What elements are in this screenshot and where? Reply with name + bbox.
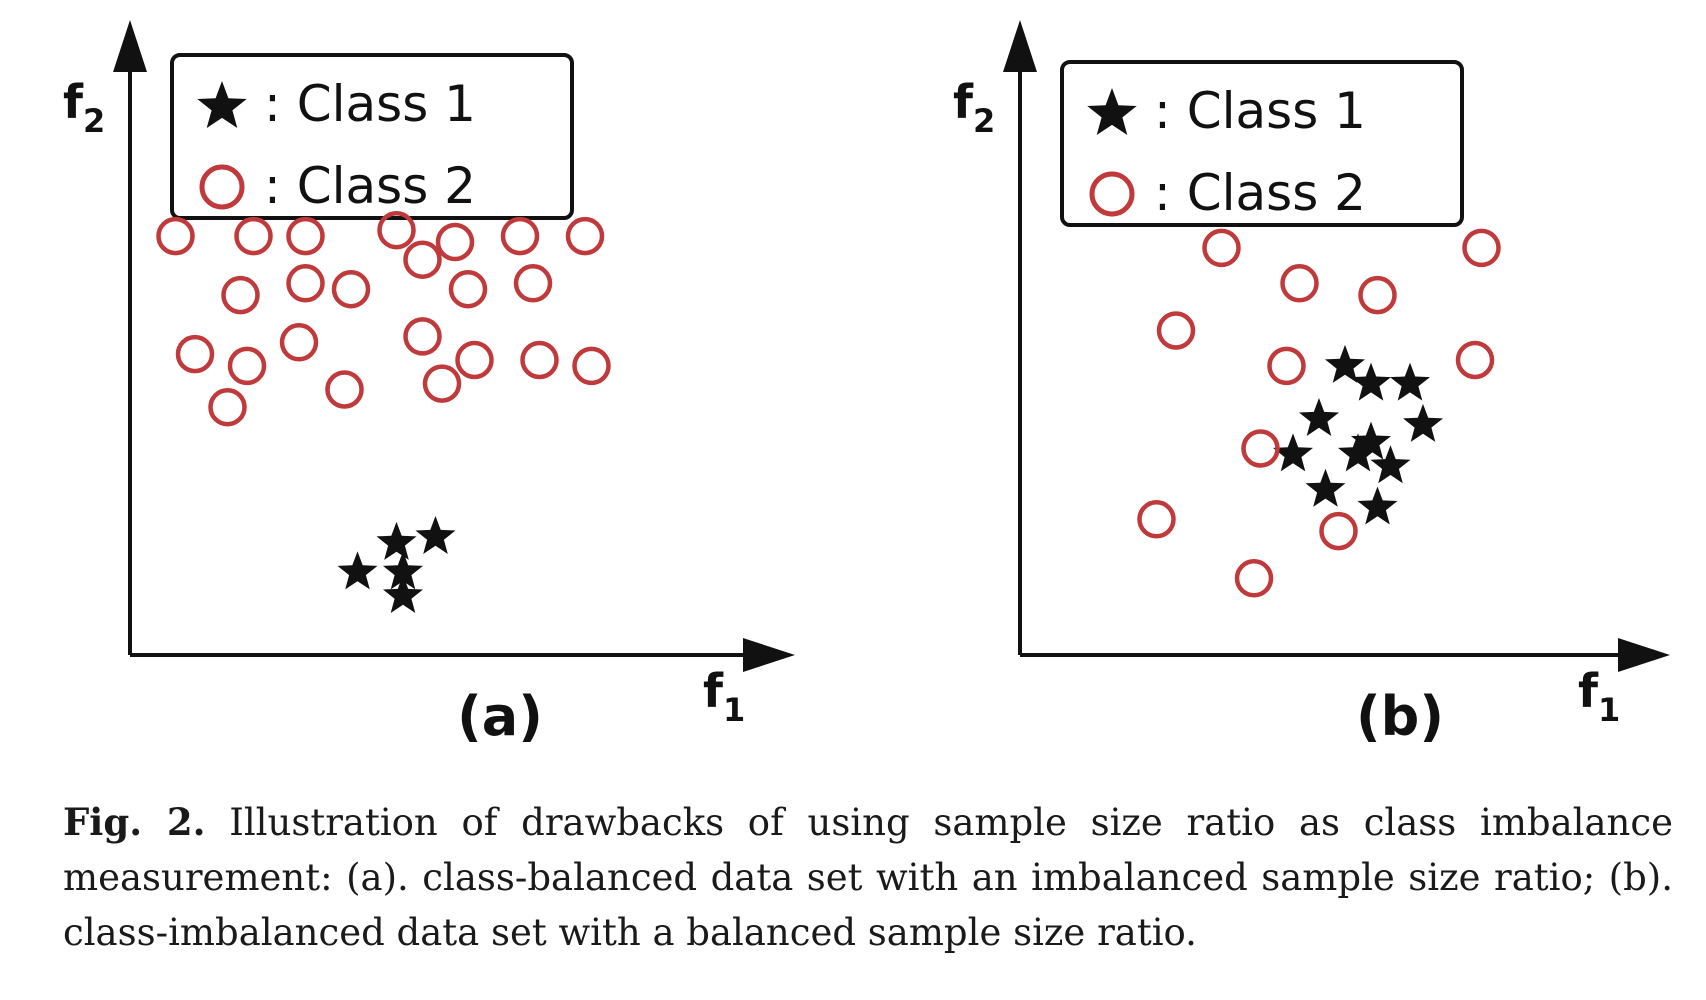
data-point-star xyxy=(1403,403,1443,442)
data-point-circle xyxy=(279,323,319,362)
data-point-circle xyxy=(331,269,371,309)
series-class-1 xyxy=(337,516,456,613)
data-point-circle xyxy=(1234,559,1274,598)
data-point-star xyxy=(1351,421,1391,460)
y-axis-arrowhead xyxy=(113,20,147,72)
data-point-circle xyxy=(1267,346,1306,386)
data-point-circle xyxy=(1241,429,1280,468)
data-point-circle xyxy=(1202,228,1241,268)
data-point-star xyxy=(1325,344,1365,383)
data-point-star xyxy=(383,575,423,613)
x-axis-arrowhead xyxy=(1618,638,1670,672)
figure-caption: Fig. 2. Illustration of drawbacks of usi… xyxy=(63,795,1673,960)
panel-a: f2 f1 (a) : Class 1 : Class 2 xyxy=(63,20,795,748)
data-point-star xyxy=(383,551,423,590)
panel-label: (b) xyxy=(1356,685,1444,748)
data-point-star xyxy=(1299,398,1339,436)
legend: : Class 1 : Class 2 xyxy=(1060,60,1464,227)
x-axis-arrowhead xyxy=(743,638,795,672)
data-point-circle xyxy=(500,216,540,256)
legend-star-icon xyxy=(1087,88,1137,135)
caption-text: Illustration of drawbacks of using sampl… xyxy=(63,801,1673,954)
data-point-star xyxy=(1351,362,1391,401)
legend-entry-label: : Class 1 xyxy=(1154,82,1366,140)
data-point-circle xyxy=(403,317,442,356)
data-point-circle xyxy=(513,264,553,303)
series-class-2 xyxy=(1137,228,1501,598)
data-point-star xyxy=(1370,445,1411,484)
data-point-circle xyxy=(234,216,273,256)
legend-star-icon xyxy=(197,81,247,128)
data-point-star xyxy=(1305,468,1346,507)
y-axis-label: f2 xyxy=(63,75,105,140)
data-point-circle xyxy=(520,340,559,380)
legend: : Class 1 : Class 2 xyxy=(170,53,574,220)
data-point-circle xyxy=(156,216,195,256)
series-class-1 xyxy=(1273,344,1443,525)
legend-circle-icon xyxy=(199,164,245,210)
data-point-circle xyxy=(422,364,462,403)
caption-label: Fig. 2. xyxy=(63,800,206,844)
data-point-circle xyxy=(175,334,215,374)
data-point-circle xyxy=(1455,340,1495,380)
legend-circle-icon xyxy=(1089,171,1135,217)
data-point-circle xyxy=(208,387,247,427)
y-axis-label-subscript: 2 xyxy=(83,102,105,140)
legend-entry-label: : Class 2 xyxy=(1154,164,1366,222)
x-axis-label: f1 xyxy=(1578,664,1620,729)
data-point-circle xyxy=(1358,275,1397,315)
data-point-circle xyxy=(565,216,605,256)
data-point-circle xyxy=(1319,511,1358,551)
x-axis-label-subscript: 1 xyxy=(1598,691,1620,729)
data-point-star xyxy=(1273,433,1313,472)
y-axis-label: f2 xyxy=(953,75,995,140)
data-point-circle xyxy=(377,210,416,250)
data-point-circle xyxy=(1280,264,1319,303)
data-point-circle xyxy=(448,269,488,309)
x-axis-label-subscript: 1 xyxy=(723,691,745,729)
data-point-circle xyxy=(221,275,260,315)
data-point-circle xyxy=(325,370,364,409)
y-axis-label-subscript: 2 xyxy=(973,102,995,140)
data-point-star xyxy=(1338,433,1378,472)
data-point-circle xyxy=(435,222,475,262)
data-point-circle xyxy=(1137,500,1176,539)
series-class-2 xyxy=(156,210,611,427)
data-point-star xyxy=(1357,486,1398,525)
legend-entry-label: : Class 2 xyxy=(264,157,476,215)
legend-box xyxy=(1060,60,1464,227)
data-point-star xyxy=(415,516,456,554)
panel-label: (a) xyxy=(457,685,543,748)
data-point-star xyxy=(376,521,417,560)
data-point-circle xyxy=(572,346,611,386)
data-point-star xyxy=(1390,362,1430,401)
figure-panels: f2 f1 (a) : Class 1 : Class 2 f2 f1 (b) : Class … xyxy=(63,20,1670,748)
data-point-circle xyxy=(403,240,442,279)
legend-entry-label: : Class 1 xyxy=(264,75,476,133)
legend-box xyxy=(170,53,574,220)
data-point-star xyxy=(337,551,378,590)
data-point-circle xyxy=(286,264,325,303)
data-point-circle xyxy=(286,216,325,256)
x-axis-label: f1 xyxy=(703,664,745,729)
panel-b: f2 f1 (b) : Class 1 : Class 2 xyxy=(953,20,1670,748)
data-point-circle xyxy=(1462,228,1501,268)
data-point-circle xyxy=(227,346,267,386)
y-axis-arrowhead xyxy=(1003,20,1037,72)
data-point-circle xyxy=(455,340,494,380)
data-point-circle xyxy=(1156,311,1196,350)
